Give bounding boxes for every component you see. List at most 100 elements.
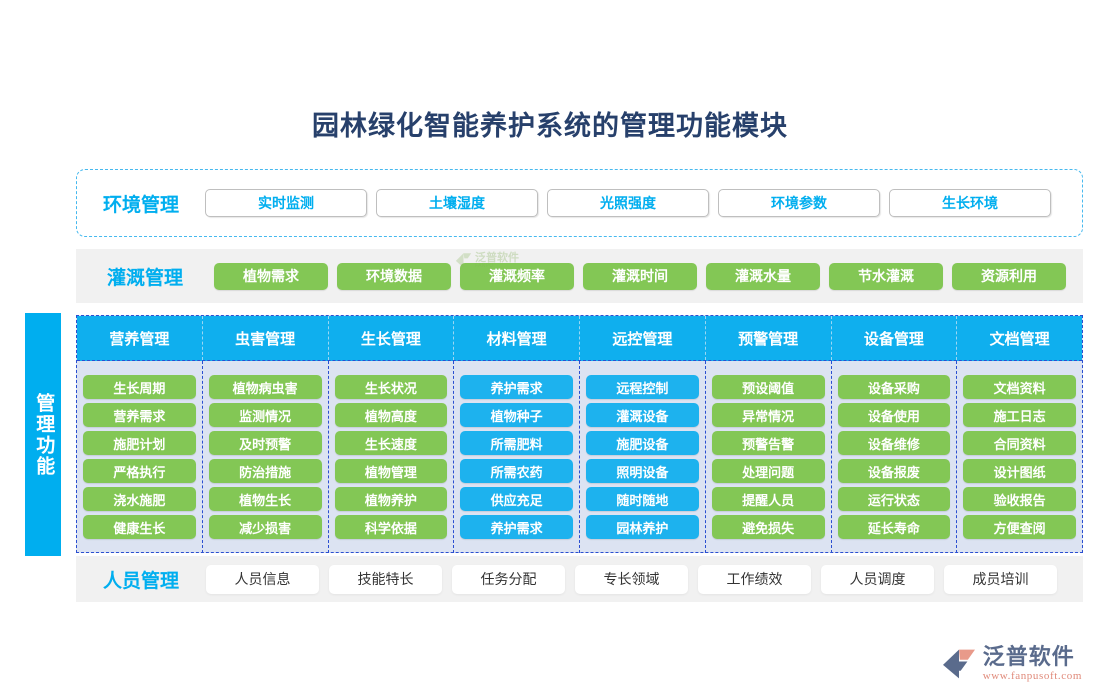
grid-cell[interactable]: 供应充足	[460, 487, 573, 511]
irrigation-button[interactable]: 灌溉水量	[706, 262, 820, 290]
grid-cell[interactable]: 设备采购	[837, 375, 951, 399]
grid-cell[interactable]: 植物管理	[334, 459, 448, 483]
environment-button[interactable]: 实时监测	[205, 189, 367, 217]
grid-cell[interactable]: 生长速度	[334, 431, 448, 455]
grid-cell[interactable]: 减少损害	[208, 515, 322, 539]
grid-cell[interactable]: 严格执行	[83, 459, 196, 483]
column-header-document[interactable]: 文档管理	[989, 330, 1050, 348]
irrigation-button-group: 植物需求 环境数据 灌溉频率 灌溉时间 灌溉水量 节水灌溉 资源利用	[214, 262, 1066, 290]
environment-button[interactable]: 土壤湿度	[376, 189, 538, 217]
personnel-button[interactable]: 任务分配	[452, 564, 565, 594]
personnel-button[interactable]: 工作绩效	[698, 564, 811, 594]
irrigation-button[interactable]: 资源利用	[952, 262, 1066, 290]
personnel-button[interactable]: 成员培训	[944, 564, 1057, 594]
brand-url: www.fanpusoft.com	[982, 670, 1082, 682]
irrigation-button[interactable]: 节水灌溉	[829, 262, 943, 290]
environment-button-group: 实时监测 土壤湿度 光照强度 环境参数 生长环境	[205, 189, 1051, 217]
grid-cell[interactable]: 提醒人员	[711, 487, 825, 511]
grid-cell[interactable]: 运行状态	[837, 487, 951, 511]
grid-cell[interactable]: 验收报告	[963, 487, 1076, 511]
sidebar-management-function: 管理功能	[25, 313, 61, 556]
grid-cell[interactable]: 远程控制	[586, 375, 699, 399]
column-header-nutrition[interactable]: 营养管理	[77, 316, 203, 360]
grid-cell[interactable]: 营养需求	[83, 403, 196, 427]
grid-cell[interactable]: 植物养护	[334, 487, 448, 511]
irrigation-button[interactable]: 植物需求	[214, 262, 328, 290]
personnel-button[interactable]: 人员信息	[206, 564, 319, 594]
grid-column-equipment: 设备采购 设备使用 设备维修 设备报废 运行状态 延长寿命	[832, 361, 958, 553]
grid-column-material: 养护需求 植物种子 所需肥料 所需农药 供应充足 养护需求	[454, 361, 580, 553]
personnel-button[interactable]: 专长领域	[575, 564, 688, 594]
grid-cell[interactable]: 科学依据	[334, 515, 448, 539]
grid-column-growth: 生长状况 植物高度 生长速度 植物管理 植物养护 科学依据	[329, 361, 455, 553]
brand-text: 泛普软件 www.fanpusoft.com	[983, 646, 1082, 682]
grid-cell[interactable]: 植物生长	[208, 487, 322, 511]
function-module-grid: 营养管理 虫害管理 生长管理 材料管理 远控管理 预警管理 设备管理 文档管理 …	[76, 315, 1083, 553]
grid-cell[interactable]: 施工日志	[963, 403, 1076, 427]
grid-cell[interactable]: 异常情况	[711, 403, 825, 427]
environment-management-panel: 环境管理 实时监测 土壤湿度 光照强度 环境参数 生长环境	[76, 169, 1083, 237]
grid-cell[interactable]: 设备维修	[837, 431, 951, 455]
environment-button[interactable]: 环境参数	[718, 189, 880, 217]
brand-logo: 泛普软件 www.fanpusoft.com	[942, 646, 1082, 682]
irrigation-management-panel: 灌溉管理 植物需求 环境数据 灌溉频率 灌溉时间 灌溉水量 节水灌溉 资源利用	[76, 249, 1083, 303]
environment-button[interactable]: 生长环境	[889, 189, 1051, 217]
grid-cell[interactable]: 照明设备	[586, 459, 699, 483]
grid-cell[interactable]: 施肥计划	[83, 431, 196, 455]
grid-cell[interactable]: 随时随地	[586, 487, 699, 511]
grid-cell[interactable]: 健康生长	[83, 515, 196, 539]
irrigation-button[interactable]: 灌溉时间	[583, 262, 697, 290]
grid-column-nutrition: 生长周期 营养需求 施肥计划 严格执行 浇水施肥 健康生长	[77, 361, 203, 553]
grid-cell[interactable]: 生长状况	[334, 375, 448, 399]
grid-cell[interactable]: 预设阈值	[711, 375, 825, 399]
grid-cell[interactable]: 处理问题	[711, 459, 825, 483]
grid-column-remote: 远程控制 灌溉设备 施肥设备 照明设备 随时随地 园林养护	[580, 361, 706, 553]
column-header-remote[interactable]: 远控管理	[580, 316, 706, 360]
environment-button[interactable]: 光照强度	[547, 189, 709, 217]
grid-cell[interactable]: 施肥设备	[586, 431, 699, 455]
irrigation-button[interactable]: 环境数据	[337, 262, 451, 290]
grid-cell[interactable]: 园林养护	[586, 515, 699, 539]
grid-cell[interactable]: 养护需求	[460, 515, 573, 539]
grid-cell[interactable]: 养护需求	[460, 375, 573, 399]
grid-cell[interactable]: 防治措施	[208, 459, 322, 483]
personnel-button-group: 人员信息 技能特长 任务分配 专长领域 工作绩效 人员调度 成员培训	[206, 564, 1057, 594]
column-header-warning[interactable]: 预警管理	[706, 316, 832, 360]
grid-column-document: 文档资料 施工日志 合同资料 设计图纸 验收报告 方便查阅	[957, 361, 1082, 553]
column-header-growth[interactable]: 生长管理	[329, 316, 455, 360]
irrigation-management-label: 灌溉管理	[106, 267, 183, 289]
sidebar-label: 管理功能	[33, 392, 55, 477]
column-header-pest[interactable]: 虫害管理	[203, 316, 329, 360]
grid-cell[interactable]: 及时预警	[208, 431, 322, 455]
personnel-button[interactable]: 技能特长	[329, 564, 442, 594]
grid-cell[interactable]: 设计图纸	[963, 459, 1076, 483]
grid-cell[interactable]: 浇水施肥	[83, 487, 196, 511]
grid-cell[interactable]: 避免损失	[711, 515, 825, 539]
grid-cell[interactable]: 生长周期	[83, 375, 196, 399]
grid-cell[interactable]: 预警告警	[711, 431, 825, 455]
grid-column-pest: 植物病虫害 监测情况 及时预警 防治措施 植物生长 减少损害	[203, 361, 329, 553]
irrigation-button[interactable]: 灌溉频率	[460, 262, 574, 290]
grid-cell[interactable]: 植物高度	[334, 403, 448, 427]
page-title: 园林绿化智能养护系统的管理功能模块	[312, 111, 788, 141]
grid-cell[interactable]: 设备报废	[837, 459, 951, 483]
grid-cell[interactable]: 植物病虫害	[208, 375, 322, 399]
grid-cell[interactable]: 灌溉设备	[586, 403, 699, 427]
personnel-button[interactable]: 人员调度	[821, 564, 934, 594]
grid-cell[interactable]: 延长寿命	[837, 515, 951, 539]
grid-cell[interactable]: 监测情况	[208, 403, 322, 427]
grid-cell[interactable]: 设备使用	[837, 403, 951, 427]
grid-cell[interactable]: 植物种子	[460, 403, 573, 427]
grid-cell[interactable]: 方便查阅	[963, 515, 1076, 539]
column-header-material[interactable]: 材料管理	[454, 316, 580, 360]
grid-cell[interactable]: 所需农药	[460, 459, 573, 483]
personnel-management-label: 人员管理	[102, 570, 179, 592]
grid-cell[interactable]: 所需肥料	[460, 431, 573, 455]
grid-cell[interactable]: 合同资料	[963, 431, 1076, 455]
brand-name: 泛普软件	[982, 644, 1075, 669]
grid-header-row: 营养管理 虫害管理 生长管理 材料管理 远控管理 预警管理 设备管理 文档管理	[77, 316, 1082, 361]
personnel-management-panel: 人员管理 人员信息 技能特长 任务分配 专长领域 工作绩效 人员调度 成员培训	[76, 556, 1083, 602]
grid-body: 生长周期 营养需求 施肥计划 严格执行 浇水施肥 健康生长 植物病虫害 监测情况…	[77, 361, 1082, 553]
grid-cell[interactable]: 文档资料	[963, 375, 1076, 399]
column-header-equipment[interactable]: 设备管理	[832, 316, 958, 360]
